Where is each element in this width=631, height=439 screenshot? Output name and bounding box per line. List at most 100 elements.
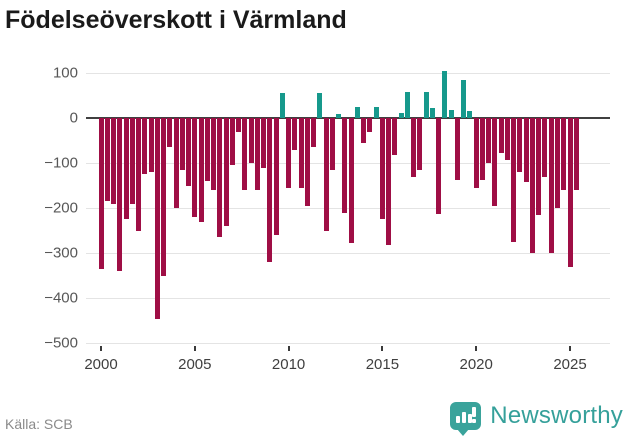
- x-axis-tick-2000: [100, 346, 102, 351]
- bar-2008-T2: [254, 118, 260, 191]
- bar-2020-T1: [473, 118, 479, 189]
- gridline--200: [86, 208, 610, 210]
- bar-2014-T3: [373, 106, 379, 118]
- bar-2019-T2: [461, 80, 467, 118]
- x-axis-tick-2015: [381, 346, 384, 351]
- x-axis-tick-2025: [569, 346, 571, 351]
- bar-2022-T1: [511, 118, 517, 242]
- x-axis-label-2005: 2005: [178, 356, 212, 373]
- gridline--500: [86, 343, 610, 345]
- bar-2003-T2: [161, 118, 167, 276]
- bar-2017-T1: [417, 118, 423, 171]
- bar-2015-T2: [386, 118, 392, 246]
- bar-2025-T2: [573, 118, 579, 191]
- bar-2012-T3: [336, 114, 342, 118]
- bar-2005-T1: [192, 118, 198, 218]
- x-axis-label-2015: 2015: [365, 356, 400, 373]
- bar-2002-T3: [148, 118, 154, 173]
- bar-2021-T2: [498, 118, 504, 154]
- bar-2007-T1: [229, 118, 235, 166]
- bar-2005-T3: [204, 118, 210, 182]
- chart-title: Födelseöverskott i Värmland: [5, 6, 347, 34]
- bar-2016-T3: [411, 118, 417, 177]
- bar-2023-T1: [529, 118, 535, 254]
- bar-2018-T1: [436, 118, 442, 214]
- bar-2024-T1: [548, 118, 554, 254]
- bar-2007-T3: [242, 118, 248, 191]
- y-axis-label--300: −300: [44, 244, 78, 262]
- bar-2018-T3: [448, 109, 454, 118]
- bar-2006-T1: [211, 118, 217, 191]
- x-axis-tick-2010: [287, 346, 290, 351]
- bar-2010-T1: [286, 118, 292, 188]
- source-note: Källa: SCB: [5, 416, 73, 432]
- bar-2024-T3: [561, 118, 567, 191]
- bar-2024-T2: [554, 118, 560, 209]
- bar-2000-T2: [104, 118, 110, 202]
- bar-2021-T1: [492, 118, 498, 206]
- bar-2017-T2: [423, 92, 429, 118]
- bar-2012-T2: [329, 118, 335, 170]
- bar-2009-T3: [279, 92, 285, 118]
- zero-axis-line: [86, 117, 610, 119]
- bar-2008-T3: [261, 118, 267, 168]
- bar-2021-T3: [504, 118, 510, 160]
- x-axis-label-2000: 2000: [84, 356, 118, 373]
- bar-2010-T2: [292, 118, 298, 150]
- bar-2011-T1: [304, 118, 310, 206]
- bar-2000-T3: [111, 118, 116, 204]
- bar-2007-T2: [236, 118, 242, 132]
- x-axis-label-2025: 2025: [553, 356, 587, 373]
- bar-2013-T2: [348, 118, 354, 244]
- bar-2013-T3: [354, 106, 360, 118]
- bar-2006-T2: [217, 118, 223, 238]
- bar-2016-T2: [404, 91, 410, 118]
- bar-2020-T3: [486, 118, 492, 164]
- bar-2020-T2: [479, 118, 485, 181]
- bar-2002-T2: [142, 118, 148, 175]
- newsworthy-logo-text: Newsworthy: [490, 402, 623, 429]
- bar-2004-T3: [186, 118, 192, 186]
- bar-2005-T2: [198, 118, 204, 222]
- bar-2012-T1: [323, 118, 329, 231]
- newsworthy-logo-link[interactable]: Newsworthy: [450, 402, 623, 436]
- bar-2004-T1: [173, 118, 179, 209]
- bar-2023-T2: [536, 118, 542, 215]
- x-axis-tick-2020: [475, 346, 478, 351]
- bar-2013-T1: [342, 118, 348, 213]
- bar-2014-T1: [361, 118, 367, 143]
- bar-2019-T3: [467, 110, 473, 118]
- bar-2017-T3: [429, 107, 435, 118]
- bar-2015-T1: [379, 118, 385, 219]
- bar-2001-T2: [123, 118, 129, 220]
- bar-2022-T2: [517, 118, 523, 172]
- y-axis-label--500: −500: [44, 334, 78, 352]
- bar-2004-T2: [179, 118, 185, 170]
- bar-2014-T2: [367, 118, 373, 132]
- y-axis-label--200: −200: [44, 199, 78, 217]
- bar-2015-T3: [392, 118, 398, 155]
- bar-2000-T1: [98, 118, 104, 269]
- x-axis-tick-2005: [193, 346, 196, 351]
- gridline--100: [86, 163, 610, 165]
- y-axis-label-100: 100: [52, 64, 78, 82]
- bar-2025-T1: [567, 118, 573, 267]
- bar-2023-T3: [542, 118, 548, 177]
- bar-2011-T2: [311, 118, 317, 148]
- y-axis-label--400: −400: [44, 289, 78, 307]
- bar-2022-T3: [523, 118, 529, 182]
- bar-2006-T3: [223, 118, 229, 227]
- bar-2002-T1: [136, 118, 142, 231]
- gridline--300: [86, 253, 610, 255]
- bar-2011-T3: [317, 92, 323, 118]
- bar-2010-T3: [298, 118, 304, 188]
- bar-2018-T2: [442, 70, 448, 118]
- gridline--400: [86, 298, 610, 300]
- newsworthy-badge-icon: [450, 402, 482, 436]
- x-axis-label-2010: 2010: [271, 356, 306, 373]
- y-axis-label--100: −100: [44, 154, 78, 172]
- bar-2009-T1: [267, 118, 273, 263]
- bar-2009-T2: [273, 118, 279, 236]
